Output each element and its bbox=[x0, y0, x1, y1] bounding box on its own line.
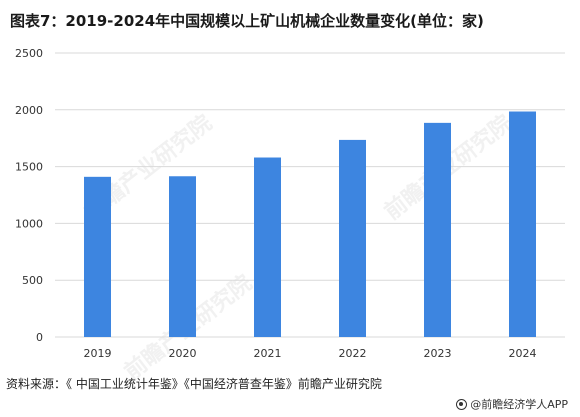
bar-2023 bbox=[424, 122, 451, 337]
y-tick-label: 2000 bbox=[15, 104, 43, 117]
x-tick-label: 2020 bbox=[169, 347, 197, 360]
x-tick-label: 2022 bbox=[339, 347, 367, 360]
y-tick-label: 1500 bbox=[15, 161, 43, 174]
bar-2019 bbox=[84, 176, 111, 337]
bar-2020 bbox=[169, 176, 196, 337]
brand-text: @前瞻经济学人APP bbox=[470, 398, 568, 411]
bar-2022 bbox=[339, 139, 366, 337]
grid-layer bbox=[55, 52, 565, 338]
x-tick-label: 2019 bbox=[84, 347, 112, 360]
bar-layer bbox=[84, 111, 536, 337]
source-note: 资料来源：《 中国工业统计年鉴》《中国经济普查年鉴》前瞻产业研究院 bbox=[6, 377, 382, 391]
y-tick-label: 0 bbox=[36, 331, 43, 344]
chart-title: 图表7：2019-2024年中国规模以上矿山机械企业数量变化(单位：家) bbox=[10, 12, 484, 30]
x-tick-label: 2024 bbox=[509, 347, 537, 360]
y-tick-label: 2500 bbox=[15, 47, 43, 60]
bar-2024 bbox=[509, 111, 536, 337]
y-tick-label: 500 bbox=[22, 274, 43, 287]
bar-2021 bbox=[254, 157, 281, 337]
x-tick-labels: 2019 2020 2021 2022 2023 2024 bbox=[84, 347, 537, 360]
qianzhan-logo-icon bbox=[456, 398, 468, 410]
x-tick-label: 2023 bbox=[424, 347, 452, 360]
y-tick-labels: 0 500 1000 1500 2000 2500 bbox=[15, 47, 43, 344]
y-tick-label: 1000 bbox=[15, 217, 43, 230]
brand-label: @前瞻经济学人APP bbox=[456, 396, 568, 412]
x-tick-label: 2021 bbox=[254, 347, 282, 360]
